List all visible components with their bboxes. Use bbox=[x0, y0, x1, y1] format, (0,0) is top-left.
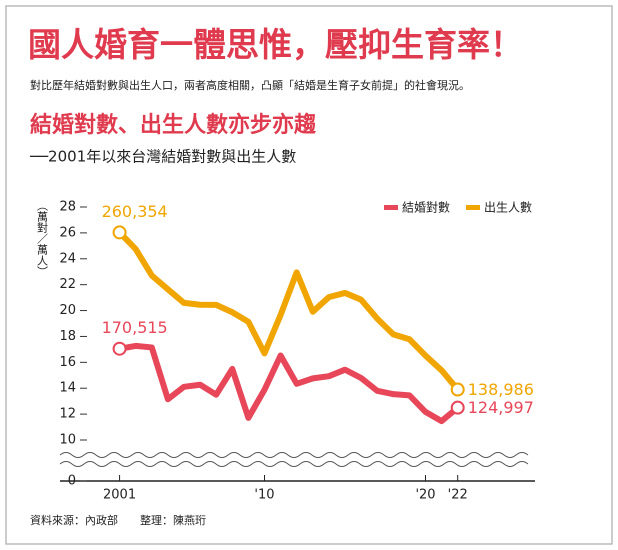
y-tick-label: 12 bbox=[59, 407, 76, 422]
x-tick-label: '10 bbox=[254, 488, 274, 503]
line bbox=[116, 342, 461, 425]
y-tick-label: 14 bbox=[59, 381, 76, 396]
y-tick-label: 16 bbox=[59, 355, 76, 370]
data-label: 124,997 bbox=[468, 398, 534, 417]
axis-break bbox=[59, 452, 529, 458]
data-label: 138,986 bbox=[468, 380, 534, 399]
y-tick-label: 28 bbox=[59, 200, 76, 215]
legend-label: 結婚對數 bbox=[402, 201, 450, 215]
y-tick-label: 24 bbox=[59, 251, 76, 266]
x-tick-label: '20 bbox=[415, 488, 435, 503]
data-label: 260,354 bbox=[102, 202, 168, 221]
data-label: 170,515 bbox=[102, 318, 168, 337]
frame bbox=[5, 5, 613, 545]
legend-swatch bbox=[466, 205, 480, 210]
y-tick-label: 18 bbox=[59, 329, 76, 344]
subtitle: 對比歷年結婚對數與出生人口，兩者高度相關，凸顯「結婚是生育子女前提」的社會現況。 bbox=[30, 78, 470, 92]
axis-break bbox=[59, 461, 529, 467]
y-axis-label: （萬對／萬人） bbox=[36, 200, 49, 277]
line bbox=[116, 229, 461, 393]
chart-subtitle: ──2001年以來台灣結婚對數與出生人數 bbox=[29, 148, 296, 166]
point-marker bbox=[450, 400, 465, 415]
x-tick-label: 2001 bbox=[103, 488, 136, 503]
y-tick-label: 20 bbox=[59, 303, 76, 318]
title: 國人婚育一體思惟，壓抑生育率！ bbox=[28, 25, 523, 64]
y-tick-label: 0 bbox=[68, 474, 76, 489]
point-marker bbox=[450, 382, 465, 397]
y-tick-label: 10 bbox=[59, 433, 76, 448]
y-tick-label: 26 bbox=[59, 225, 76, 240]
chart-title: 結婚對數、出生人數亦步亦趨 bbox=[30, 112, 316, 138]
legend-swatch bbox=[384, 205, 398, 210]
point-marker bbox=[112, 225, 127, 240]
y-tick-label: 22 bbox=[59, 277, 76, 292]
x-tick-label: '22 bbox=[448, 488, 468, 503]
source: 資料來源：內政部 整理：陳燕珩 bbox=[30, 513, 206, 527]
point-marker bbox=[112, 341, 127, 356]
legend-label: 出生人數 bbox=[484, 201, 532, 215]
